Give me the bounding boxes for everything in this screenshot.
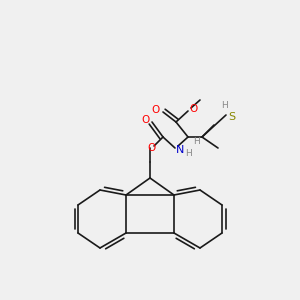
Text: H: H	[186, 149, 192, 158]
Text: O: O	[148, 143, 156, 153]
Text: O: O	[142, 115, 150, 125]
Text: H: H	[220, 101, 227, 110]
Text: O: O	[152, 105, 160, 115]
Text: S: S	[228, 112, 236, 122]
Text: N: N	[176, 145, 184, 155]
Text: O: O	[190, 104, 198, 114]
Text: H: H	[193, 136, 200, 146]
